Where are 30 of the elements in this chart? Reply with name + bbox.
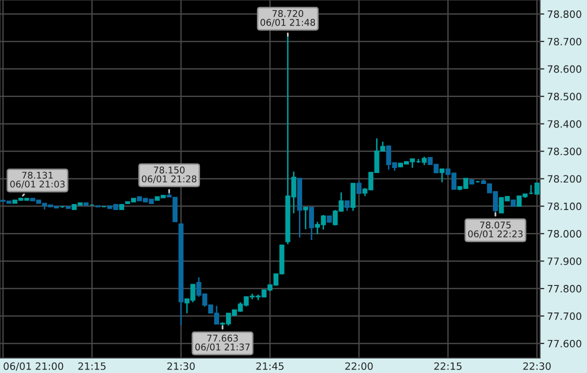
y-tick-label: 77.800 [548,284,582,292]
x-tick-label: 06/01 21:00 [4,362,64,371]
x-tick-label: 21:15 [78,362,106,370]
candlestick [356,180,362,194]
annotation: 77.663 06/01 21:37 [195,334,250,352]
y-tick-label: 78.000 [548,230,582,238]
x-tick-label: 21:30 [167,362,195,370]
x-tick-label: 22:30 [523,362,551,370]
y-tick-label: 78.300 [548,148,582,156]
y-tick-label: 77.900 [548,257,582,266]
candlestick [309,206,314,241]
y-tick-label: 78.200 [548,175,582,183]
y-tick-label: 78.600 [548,65,582,73]
y-tick-label: 78.400 [548,120,582,128]
y-tick-label: 78.800 [548,10,582,18]
y-tick-label: 78.500 [548,92,582,100]
candlestick [303,206,308,230]
x-tick-label: 21:45 [256,362,284,370]
annotation: 78.150 06/01 21:28 [142,166,196,184]
candlestick [350,182,356,212]
y-tick-label: 77.600 [548,340,582,348]
annotation: 78.720 06/01 21:48 [260,10,316,27]
x-tick-label: 22:15 [434,362,462,370]
y-tick-label: 77.700 [548,312,582,320]
x-tick-label: 22:00 [345,362,373,370]
y-tick-label: 78.700 [548,38,582,46]
annotation: 78.131 06/01 21:03 [10,172,65,188]
annotation: 78.075 06/01 22:23 [468,222,523,238]
y-tick-label: 78.100 [548,202,582,210]
candlestick [440,168,445,183]
